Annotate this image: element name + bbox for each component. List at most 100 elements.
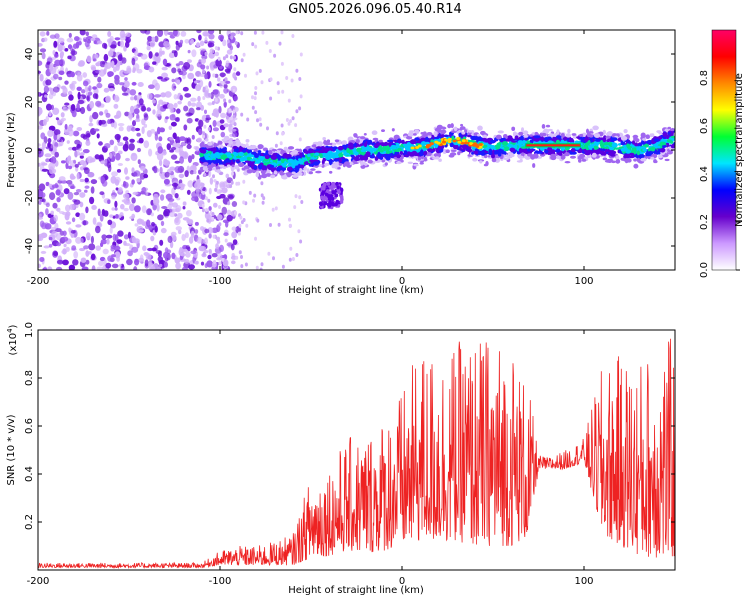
spectrogram-speck: [568, 137, 574, 143]
spectrogram-speck: [656, 130, 662, 134]
spectrogram-speck: [194, 80, 198, 84]
spectrogram-speck: [167, 31, 174, 36]
spectrogram-speck: [64, 102, 70, 106]
spectrogram-speck: [640, 157, 647, 162]
spectrogram-speck: [250, 158, 255, 162]
spectrogram-speck: [107, 199, 111, 204]
spectrogram-speck: [544, 150, 549, 154]
spectrogram-speck: [80, 106, 86, 115]
spectrogram-speck: [490, 145, 496, 150]
spectrogram-speck: [161, 72, 169, 79]
spectrogram-speck: [292, 149, 298, 155]
spectrogram-y-label: Frequency (Hz): [6, 112, 17, 188]
spectrogram-speck: [134, 50, 139, 56]
spectrogram-speck: [82, 80, 89, 87]
spectrogram-speck: [259, 122, 263, 127]
spectrogram-speck: [112, 233, 117, 242]
spectrogram-speck: [167, 103, 174, 110]
spectrogram-speck: [107, 255, 113, 262]
spectrogram-speck: [449, 142, 454, 148]
spectrogram-speck: [185, 245, 190, 250]
spectrogram-speck: [102, 248, 109, 255]
spectrogram-speck: [201, 203, 205, 208]
spectrogram-speck: [240, 31, 244, 36]
spectrogram-speck: [76, 172, 80, 180]
spectrogram-speck: [173, 94, 178, 100]
spectrogram-speck: [620, 157, 625, 161]
spectrogram-speck: [137, 229, 144, 233]
spectrogram-speck: [53, 40, 58, 48]
spectrogram-speck: [131, 167, 135, 173]
x-tick-label: -100: [209, 276, 232, 287]
spectrogram-speck: [154, 133, 159, 141]
spectrogram-speck: [627, 141, 632, 144]
spectrogram-speck: [636, 157, 641, 163]
spectrogram-speck: [41, 52, 46, 60]
spectrogram-speck: [150, 128, 156, 134]
spectrogram-speck: [587, 140, 591, 145]
spectrogram-speck: [417, 144, 422, 148]
spectrogram-speck: [253, 96, 257, 101]
spectrogram-speck: [174, 160, 181, 164]
spectrogram-speck: [198, 34, 202, 41]
spectrogram-speck: [183, 105, 189, 112]
spectrogram-speck: [159, 166, 163, 174]
spectrogram-speck: [323, 201, 328, 206]
spectrogram-speck: [279, 170, 284, 176]
spectrogram-speck: [647, 151, 651, 156]
spectrogram-speck: [116, 256, 120, 262]
spectrogram-speck: [127, 231, 132, 239]
spectrogram-speck: [550, 153, 556, 157]
y-tick-label: -40: [24, 238, 35, 254]
spectrogram-speck: [229, 116, 233, 121]
spectrogram-speck: [450, 149, 457, 152]
spectrogram-speck: [523, 133, 528, 138]
spectrogram-speck: [659, 148, 666, 153]
spectrogram-speck: [232, 151, 237, 155]
spectrogram-speck: [453, 141, 459, 146]
spectrogram-speck: [60, 51, 65, 57]
spectrogram-speck: [662, 144, 667, 148]
spectrogram-speck: [234, 41, 238, 45]
spectrogram-speck: [343, 161, 350, 167]
spectrogram-speck: [207, 127, 211, 131]
spectrogram-speck: [124, 167, 128, 175]
spectrogram-speck: [213, 202, 218, 208]
spectrogram-speck: [258, 164, 263, 170]
spectrogram-speck: [230, 243, 235, 251]
spectrogram-speck: [399, 151, 403, 155]
spectrogram-speck: [219, 119, 225, 124]
spectrogram-speck: [670, 135, 675, 139]
spectrogram-speck: [76, 86, 82, 92]
spectrogram-speck: [231, 253, 235, 258]
spectrogram-speck: [62, 248, 67, 255]
spectrogram-speck: [376, 154, 381, 158]
spectrogram-speck: [403, 150, 408, 155]
spectrogram-speck: [68, 94, 74, 101]
spectrogram-speck: [586, 132, 591, 138]
spectrogram-speck: [58, 176, 66, 182]
spectrogram-speck: [227, 155, 233, 158]
spectrogram-speck: [354, 158, 361, 161]
spectrogram-speck: [239, 156, 245, 162]
spectrogram-speck: [69, 204, 75, 211]
spectrogram-speck: [79, 155, 84, 159]
spectrogram-speck: [491, 158, 497, 163]
spectrogram-speck: [216, 214, 223, 221]
spectrogram-speck: [179, 182, 184, 187]
spectrogram-speck: [44, 223, 52, 230]
spectrogram-speck: [215, 58, 222, 67]
spectrogram-speck: [187, 155, 193, 164]
spectrogram-speck: [195, 84, 202, 92]
spectrogram-speck: [452, 144, 459, 150]
spectrogram-speck: [57, 37, 65, 44]
spectrogram-speck: [91, 205, 97, 210]
spectrogram-speck: [158, 260, 164, 264]
spectrogram-speck: [53, 86, 60, 93]
spectrogram-speck: [216, 189, 220, 194]
spectrogram-speck: [143, 123, 148, 128]
spectrogram-speck: [274, 143, 278, 148]
spectrogram-speck: [38, 263, 41, 268]
spectrogram-speck: [269, 77, 273, 82]
